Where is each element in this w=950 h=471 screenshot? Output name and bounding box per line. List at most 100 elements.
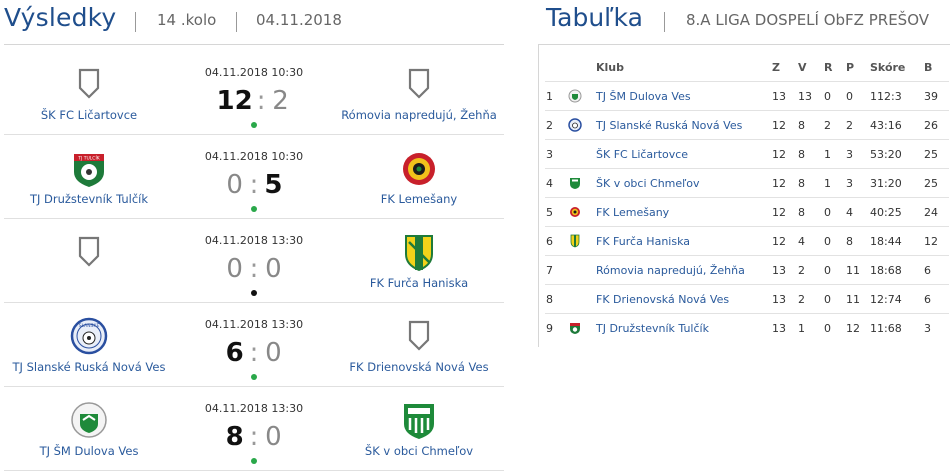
row-club[interactable]: FK Furča Haniska <box>595 226 771 256</box>
row-crest <box>567 110 595 140</box>
standings-title: Tabuľka <box>546 3 643 32</box>
row-score: 43:16 <box>869 110 923 140</box>
table-row[interactable]: 6 FK Furča Haniska 12 4 0 8 18:44 12 <box>545 226 949 256</box>
home-team[interactable] <box>4 220 174 302</box>
table-row[interactable]: 2 TJ Slanské Ruská Nová Ves 12 8 2 2 43:… <box>545 110 949 140</box>
away-team-name[interactable]: Rómovia napredujú, Žehňa <box>341 108 497 122</box>
away-team[interactable]: FK Furča Haniska <box>334 220 504 302</box>
away-team-name[interactable]: FK Drienovská Nová Ves <box>349 360 489 374</box>
row-club[interactable]: FK Drienovská Nová Ves <box>595 284 771 314</box>
away-team[interactable]: FK Lemešany <box>334 136 504 218</box>
match-center: 04.11.2018 10:30 0:5 <box>174 136 334 218</box>
row-score: 11:68 <box>869 313 923 342</box>
away-team-name[interactable]: ŠK v obci Chmeľov <box>364 444 474 458</box>
slanske-crest-icon <box>568 118 582 132</box>
row-club[interactable]: TJ ŠM Dulova Ves <box>595 81 771 111</box>
home-team[interactable]: SLANSKÉ TJ Slanské Ruská Nová Ves <box>4 304 174 386</box>
row-points: 6 <box>923 284 949 314</box>
col-score[interactable]: Skóre <box>870 60 906 74</box>
match-row[interactable]: ŠK FC Ličartovce 04.11.2018 10:30 12:2 R… <box>4 52 504 135</box>
row-club[interactable]: FK Lemešany <box>595 197 771 227</box>
away-team[interactable]: FK Drienovská Nová Ves <box>334 304 504 386</box>
home-team-name[interactable]: ŠK FC Ličartovce <box>40 108 138 122</box>
standings-table: Klub Z V R P Skóre B 1 TJ ŠM Dulova Ves … <box>545 53 949 342</box>
match-row[interactable]: 04.11.2018 13:30 0:0 FK Furča Haniska <box>4 220 504 303</box>
col-club[interactable]: Klub <box>596 60 624 74</box>
placeholder-shield-icon <box>78 68 100 99</box>
match-row[interactable]: SLANSKÉ TJ Slanské Ruská Nová Ves 04.11.… <box>4 304 504 387</box>
status-dot <box>251 206 257 212</box>
table-row[interactable]: 1 TJ ŠM Dulova Ves 13 13 0 0 112:3 39 <box>545 81 949 111</box>
table-row[interactable]: 9 TJ Družstevník Tulčík 13 1 0 12 11:68 … <box>545 313 949 342</box>
row-position: 7 <box>545 255 567 285</box>
table-row[interactable]: 5 FK Lemešany 12 8 0 4 40:25 24 <box>545 197 949 227</box>
home-team-name[interactable]: TJ Slanské Ruská Nová Ves <box>12 360 166 374</box>
row-club[interactable]: ŠK v obci Chmeľov <box>595 168 771 198</box>
match-center: 04.11.2018 10:30 12:2 <box>174 52 334 134</box>
row-points: 12 <box>923 226 949 256</box>
away-team-name[interactable]: FK Furča Haniska <box>369 276 469 290</box>
col-played[interactable]: Z <box>772 60 780 74</box>
row-score: 112:3 <box>869 81 923 111</box>
row-draws: 0 <box>823 226 845 256</box>
row-club[interactable]: TJ Družstevník Tulčík <box>595 313 771 342</box>
round-date: 04.11.2018 <box>256 11 342 29</box>
col-wins[interactable]: V <box>798 60 807 74</box>
lemesany-crest-icon <box>403 153 435 185</box>
row-club[interactable]: TJ Slanské Ruská Nová Ves <box>595 110 771 140</box>
crest-text: TJ TULCÍK <box>77 155 101 162</box>
placeholder-shield-icon <box>408 68 430 99</box>
row-crest <box>567 284 595 314</box>
row-played: 13 <box>771 313 797 342</box>
home-team[interactable]: TJ TULCÍK TJ Družstevník Tulčík <box>4 136 174 218</box>
home-score: 0 <box>226 170 243 200</box>
header-underline <box>4 44 504 45</box>
row-club[interactable]: Rómovia napredujú, Žehňa <box>595 255 771 285</box>
match-row[interactable]: TJ ŠM Dulova Ves 04.11.2018 13:30 8:0 ŠK… <box>4 388 504 471</box>
home-team[interactable]: TJ ŠM Dulova Ves <box>4 388 174 470</box>
match-row[interactable]: TJ TULCÍK TJ Družstevník Tulčík 04.11.20… <box>4 136 504 219</box>
match-score: 0:5 <box>174 170 334 200</box>
haniska-crest-icon <box>570 234 580 248</box>
away-team-name[interactable]: FK Lemešany <box>380 192 458 206</box>
col-draws[interactable]: R <box>824 60 833 74</box>
dulova-ves-crest-icon <box>568 89 582 103</box>
home-score: 12 <box>216 86 253 116</box>
row-position: 4 <box>545 168 567 198</box>
row-crest <box>567 255 595 285</box>
row-points: 3 <box>923 313 949 342</box>
row-crest <box>567 197 595 227</box>
table-row[interactable]: 4 ŠK v obci Chmeľov 12 8 1 3 31:20 25 <box>545 168 949 198</box>
table-row[interactable]: 3 ŠK FC Ličartovce 12 8 1 3 53:20 25 <box>545 139 949 169</box>
row-losses: 12 <box>845 313 869 342</box>
row-club[interactable]: ŠK FC Ličartovce <box>595 139 771 169</box>
away-team[interactable]: ŠK v obci Chmeľov <box>334 388 504 470</box>
away-team[interactable]: Rómovia napredujú, Žehňa <box>334 52 504 134</box>
col-losses[interactable]: P <box>846 60 855 74</box>
away-score: 0 <box>265 422 282 452</box>
away-score: 0 <box>265 254 282 284</box>
crest-text: SLANSKÉ <box>79 321 100 329</box>
score-separator: : <box>256 86 266 116</box>
home-score: 6 <box>225 338 244 368</box>
row-losses: 4 <box>845 197 869 227</box>
row-points: 25 <box>923 139 949 169</box>
round-label: 14 .kolo <box>157 11 217 29</box>
home-team-name[interactable]: TJ Družstevník Tulčík <box>29 192 149 206</box>
dulova-ves-crest-icon <box>71 402 107 438</box>
row-wins: 2 <box>797 255 823 285</box>
status-dot <box>251 290 257 296</box>
home-team[interactable]: ŠK FC Ličartovce <box>4 52 174 134</box>
row-crest <box>567 313 595 342</box>
table-row[interactable]: 7 Rómovia napredujú, Žehňa 13 2 0 11 18:… <box>545 255 949 285</box>
match-score: 0:0 <box>174 254 334 284</box>
table-row[interactable]: 8 FK Drienovská Nová Ves 13 2 0 11 12:74… <box>545 284 949 314</box>
row-played: 12 <box>771 110 797 140</box>
status-dot <box>251 458 257 464</box>
row-position: 6 <box>545 226 567 256</box>
col-points[interactable]: B <box>924 60 933 74</box>
away-score: 5 <box>264 170 283 200</box>
row-losses: 3 <box>845 168 869 198</box>
home-team-name[interactable]: TJ ŠM Dulova Ves <box>39 444 139 458</box>
row-position: 5 <box>545 197 567 227</box>
